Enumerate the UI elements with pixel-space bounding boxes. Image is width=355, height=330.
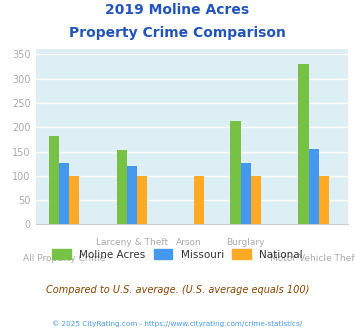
- Bar: [49, 137, 59, 224]
- Text: All Property Crime: All Property Crime: [23, 254, 105, 263]
- Bar: [69, 176, 79, 224]
- Bar: [299, 64, 309, 224]
- Legend: Moline Acres, Missouri, National: Moline Acres, Missouri, National: [48, 245, 307, 264]
- Bar: [319, 176, 329, 224]
- Bar: [127, 166, 137, 224]
- Bar: [117, 150, 127, 224]
- Bar: [230, 121, 241, 224]
- Bar: [137, 176, 147, 224]
- Text: Property Crime Comparison: Property Crime Comparison: [69, 26, 286, 40]
- Text: Larceny & Theft: Larceny & Theft: [96, 238, 168, 247]
- Text: Compared to U.S. average. (U.S. average equals 100): Compared to U.S. average. (U.S. average …: [46, 285, 309, 295]
- Bar: [241, 163, 251, 224]
- Text: 2019 Moline Acres: 2019 Moline Acres: [105, 3, 250, 17]
- Text: Burglary: Burglary: [226, 238, 265, 247]
- Text: © 2025 CityRating.com - https://www.cityrating.com/crime-statistics/: © 2025 CityRating.com - https://www.city…: [53, 320, 302, 327]
- Text: Arson: Arson: [176, 238, 202, 247]
- Bar: [309, 148, 319, 224]
- Bar: [194, 176, 204, 224]
- Text: Motor Vehicle Theft: Motor Vehicle Theft: [270, 254, 355, 263]
- Bar: [59, 163, 69, 224]
- Bar: [251, 176, 261, 224]
